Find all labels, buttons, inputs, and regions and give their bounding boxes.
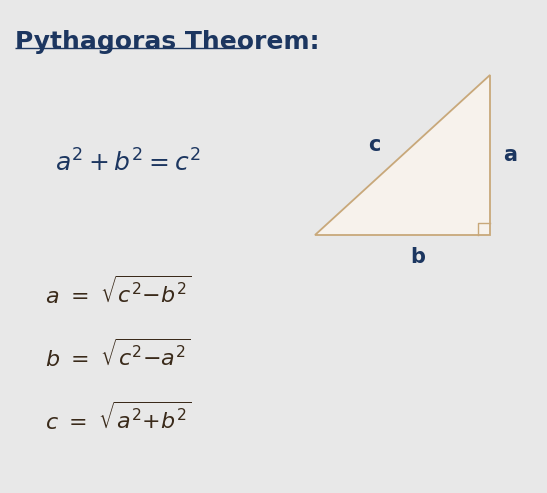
Text: a: a [503,145,517,165]
Text: b: b [410,247,425,267]
Text: $b \ = \ \sqrt{c^2\mathregular{-}a^2}$: $b \ = \ \sqrt{c^2\mathregular{-}a^2}$ [45,339,191,371]
Text: Pythagoras Theorem:: Pythagoras Theorem: [15,30,319,54]
Text: $a^2 + b^2 = c^2$: $a^2 + b^2 = c^2$ [55,149,201,176]
Text: $a \ = \ \sqrt{c^2\mathregular{-}b^2}$: $a \ = \ \sqrt{c^2\mathregular{-}b^2}$ [45,276,191,308]
Text: c: c [368,135,381,155]
Polygon shape [315,75,490,235]
Text: $c \ = \ \sqrt{a^2\mathregular{+}b^2}$: $c \ = \ \sqrt{a^2\mathregular{+}b^2}$ [45,402,191,434]
